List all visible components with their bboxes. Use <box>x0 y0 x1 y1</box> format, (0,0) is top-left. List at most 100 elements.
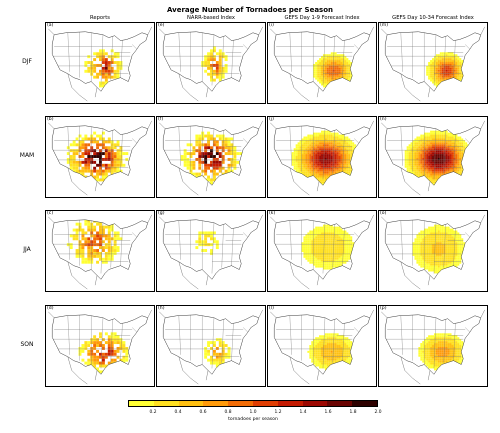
map-graphic <box>270 214 374 290</box>
state-boundaries <box>163 31 252 86</box>
canada-border <box>381 120 485 129</box>
tornado-density-field <box>307 333 357 371</box>
panel-label: (b) <box>47 117 54 122</box>
mexico-border <box>67 167 98 196</box>
map-panel-jja-3: (o) <box>378 210 488 292</box>
canada-border <box>159 26 263 35</box>
tornado-density-field <box>201 46 228 82</box>
map-panel-son-2: (l) <box>267 305 377 387</box>
us-outline <box>384 125 482 186</box>
tornado-density-field <box>66 219 123 264</box>
map-graphic <box>48 120 152 196</box>
panel-label: (e) <box>158 23 165 28</box>
tornado-density-field <box>412 224 466 274</box>
canada-border <box>381 26 485 35</box>
tornado-density-field <box>291 130 361 186</box>
map-graphic <box>381 26 485 102</box>
mexico-border <box>289 356 320 385</box>
state-boundaries <box>52 219 141 274</box>
mexico-border <box>178 73 209 102</box>
panel-label: (l) <box>269 306 274 311</box>
us-outline <box>162 125 260 186</box>
figure-title: Average Number of Tornadoes per Season <box>166 6 334 14</box>
us-outline <box>273 125 371 186</box>
panel-label: (g) <box>158 211 165 216</box>
mexico-border <box>289 167 320 196</box>
mexico-border <box>400 261 431 290</box>
colorbar-tick: 2.0 <box>374 410 382 415</box>
column-header-2: GEFS Day 1-9 Forecast Index <box>284 15 360 21</box>
panel-label: (n) <box>380 117 387 122</box>
column-header-3: GEFS Day 10-34 Forecast Index <box>392 15 474 21</box>
map-graphic <box>159 26 263 102</box>
mexico-border <box>178 261 209 290</box>
us-outline <box>51 31 149 92</box>
canada-border <box>381 214 485 223</box>
row-label-mam: MAM <box>19 152 35 159</box>
map-panel-djf-1: (e) <box>156 22 266 104</box>
map-panel-djf-2: (i) <box>267 22 377 104</box>
us-outline <box>273 219 371 280</box>
map-graphic <box>381 120 485 196</box>
us-outline <box>162 314 260 375</box>
map-graphic <box>159 309 263 385</box>
map-graphic <box>48 309 152 385</box>
panel-label: (h) <box>158 306 165 311</box>
colorbar-segment <box>302 401 328 406</box>
tornado-density-field <box>180 131 243 185</box>
state-boundaries <box>274 219 363 274</box>
column-header-0: Reports <box>90 15 110 21</box>
map-panel-jja-2: (k) <box>267 210 377 292</box>
us-outline <box>51 125 149 186</box>
mexico-border <box>67 261 98 290</box>
map-graphic <box>48 214 152 290</box>
mexico-border <box>400 356 431 385</box>
colorbar-tick: 1.8 <box>349 410 357 415</box>
panel-label: (d) <box>47 306 54 311</box>
colorbar-segment <box>153 401 179 406</box>
colorbar-segment <box>129 401 154 406</box>
panel-label: (p) <box>380 306 387 311</box>
colorbar-tick: 0.4 <box>174 410 182 415</box>
colorbar-label: tornadoes per season <box>228 417 278 422</box>
canada-border <box>159 309 263 318</box>
tornado-density-field <box>301 224 355 270</box>
us-outline <box>384 219 482 280</box>
colorbar-segment <box>178 401 204 406</box>
us-outline <box>384 31 482 92</box>
canada-border <box>381 309 485 318</box>
row-label-son: SON <box>20 341 34 348</box>
us-outline <box>384 314 482 375</box>
state-boundaries <box>274 31 363 86</box>
tornado-density-field <box>195 231 219 255</box>
panel-label: (j) <box>269 117 274 122</box>
map-graphic <box>270 26 374 102</box>
colorbar-segment <box>327 401 353 406</box>
mexico-border <box>400 73 431 102</box>
map-graphic <box>48 26 152 102</box>
tornado-density-field <box>426 52 468 90</box>
canada-border <box>270 214 374 223</box>
map-graphic <box>159 120 263 196</box>
colorbar-segment <box>228 401 253 406</box>
map-graphic <box>381 309 485 385</box>
state-boundaries <box>385 31 474 86</box>
map-graphic <box>270 120 374 196</box>
map-panel-mam-3: (n) <box>378 116 488 198</box>
state-boundaries <box>163 219 252 274</box>
canada-border <box>270 26 374 35</box>
colorbar-tick: 1.2 <box>274 410 282 415</box>
us-outline <box>162 219 260 280</box>
state-boundaries <box>385 314 474 369</box>
us-outline <box>51 219 149 280</box>
colorbar-tick: 0.2 <box>149 410 157 415</box>
map-graphic <box>381 214 485 290</box>
panel-label: (i) <box>269 23 274 28</box>
mexico-border <box>400 167 431 196</box>
tornado-density-field <box>418 333 468 371</box>
canada-border <box>48 309 152 318</box>
map-panel-djf-3: (m) <box>378 22 488 104</box>
map-panel-jja-0: (c) <box>45 210 155 292</box>
panel-label: (k) <box>269 211 276 216</box>
state-boundaries <box>163 125 252 180</box>
